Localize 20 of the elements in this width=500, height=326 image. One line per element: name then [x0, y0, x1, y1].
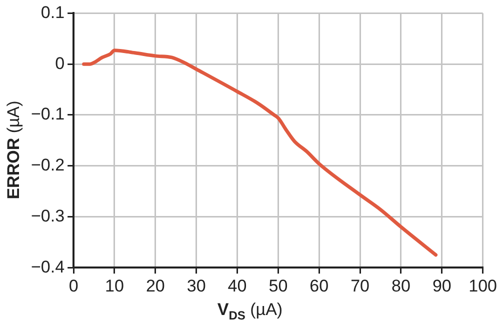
y-tick-label: 0: [55, 54, 65, 73]
x-tick-label: 40: [228, 276, 247, 296]
x-tick-label: 70: [350, 276, 370, 296]
x-tick-label: 100: [468, 276, 498, 296]
x-tick-label: 60: [310, 276, 329, 296]
x-axis-title: V$_{DS}$ (µA): [216, 300, 284, 322]
x-tick-label: 80: [392, 276, 410, 296]
line-series: [82, 48, 438, 257]
y-tick-label: −0.3: [31, 206, 65, 226]
x-tick-label: 90: [432, 276, 452, 296]
x-tick-label: 20: [146, 276, 165, 296]
x-tick-label: 0: [68, 276, 78, 296]
x-tick-label: 30: [186, 276, 206, 296]
y-tick-label: 0.1: [40, 2, 65, 22]
y-axis-title: ERROR (µA): [4, 100, 24, 200]
y-tick-label: −0.4: [31, 257, 65, 276]
x-tick-label: 50: [268, 276, 288, 296]
x-tick-label: 10: [105, 276, 124, 296]
y-tick-label: −0.2: [31, 156, 65, 175]
y-tick-label: −0.1: [31, 104, 65, 124]
